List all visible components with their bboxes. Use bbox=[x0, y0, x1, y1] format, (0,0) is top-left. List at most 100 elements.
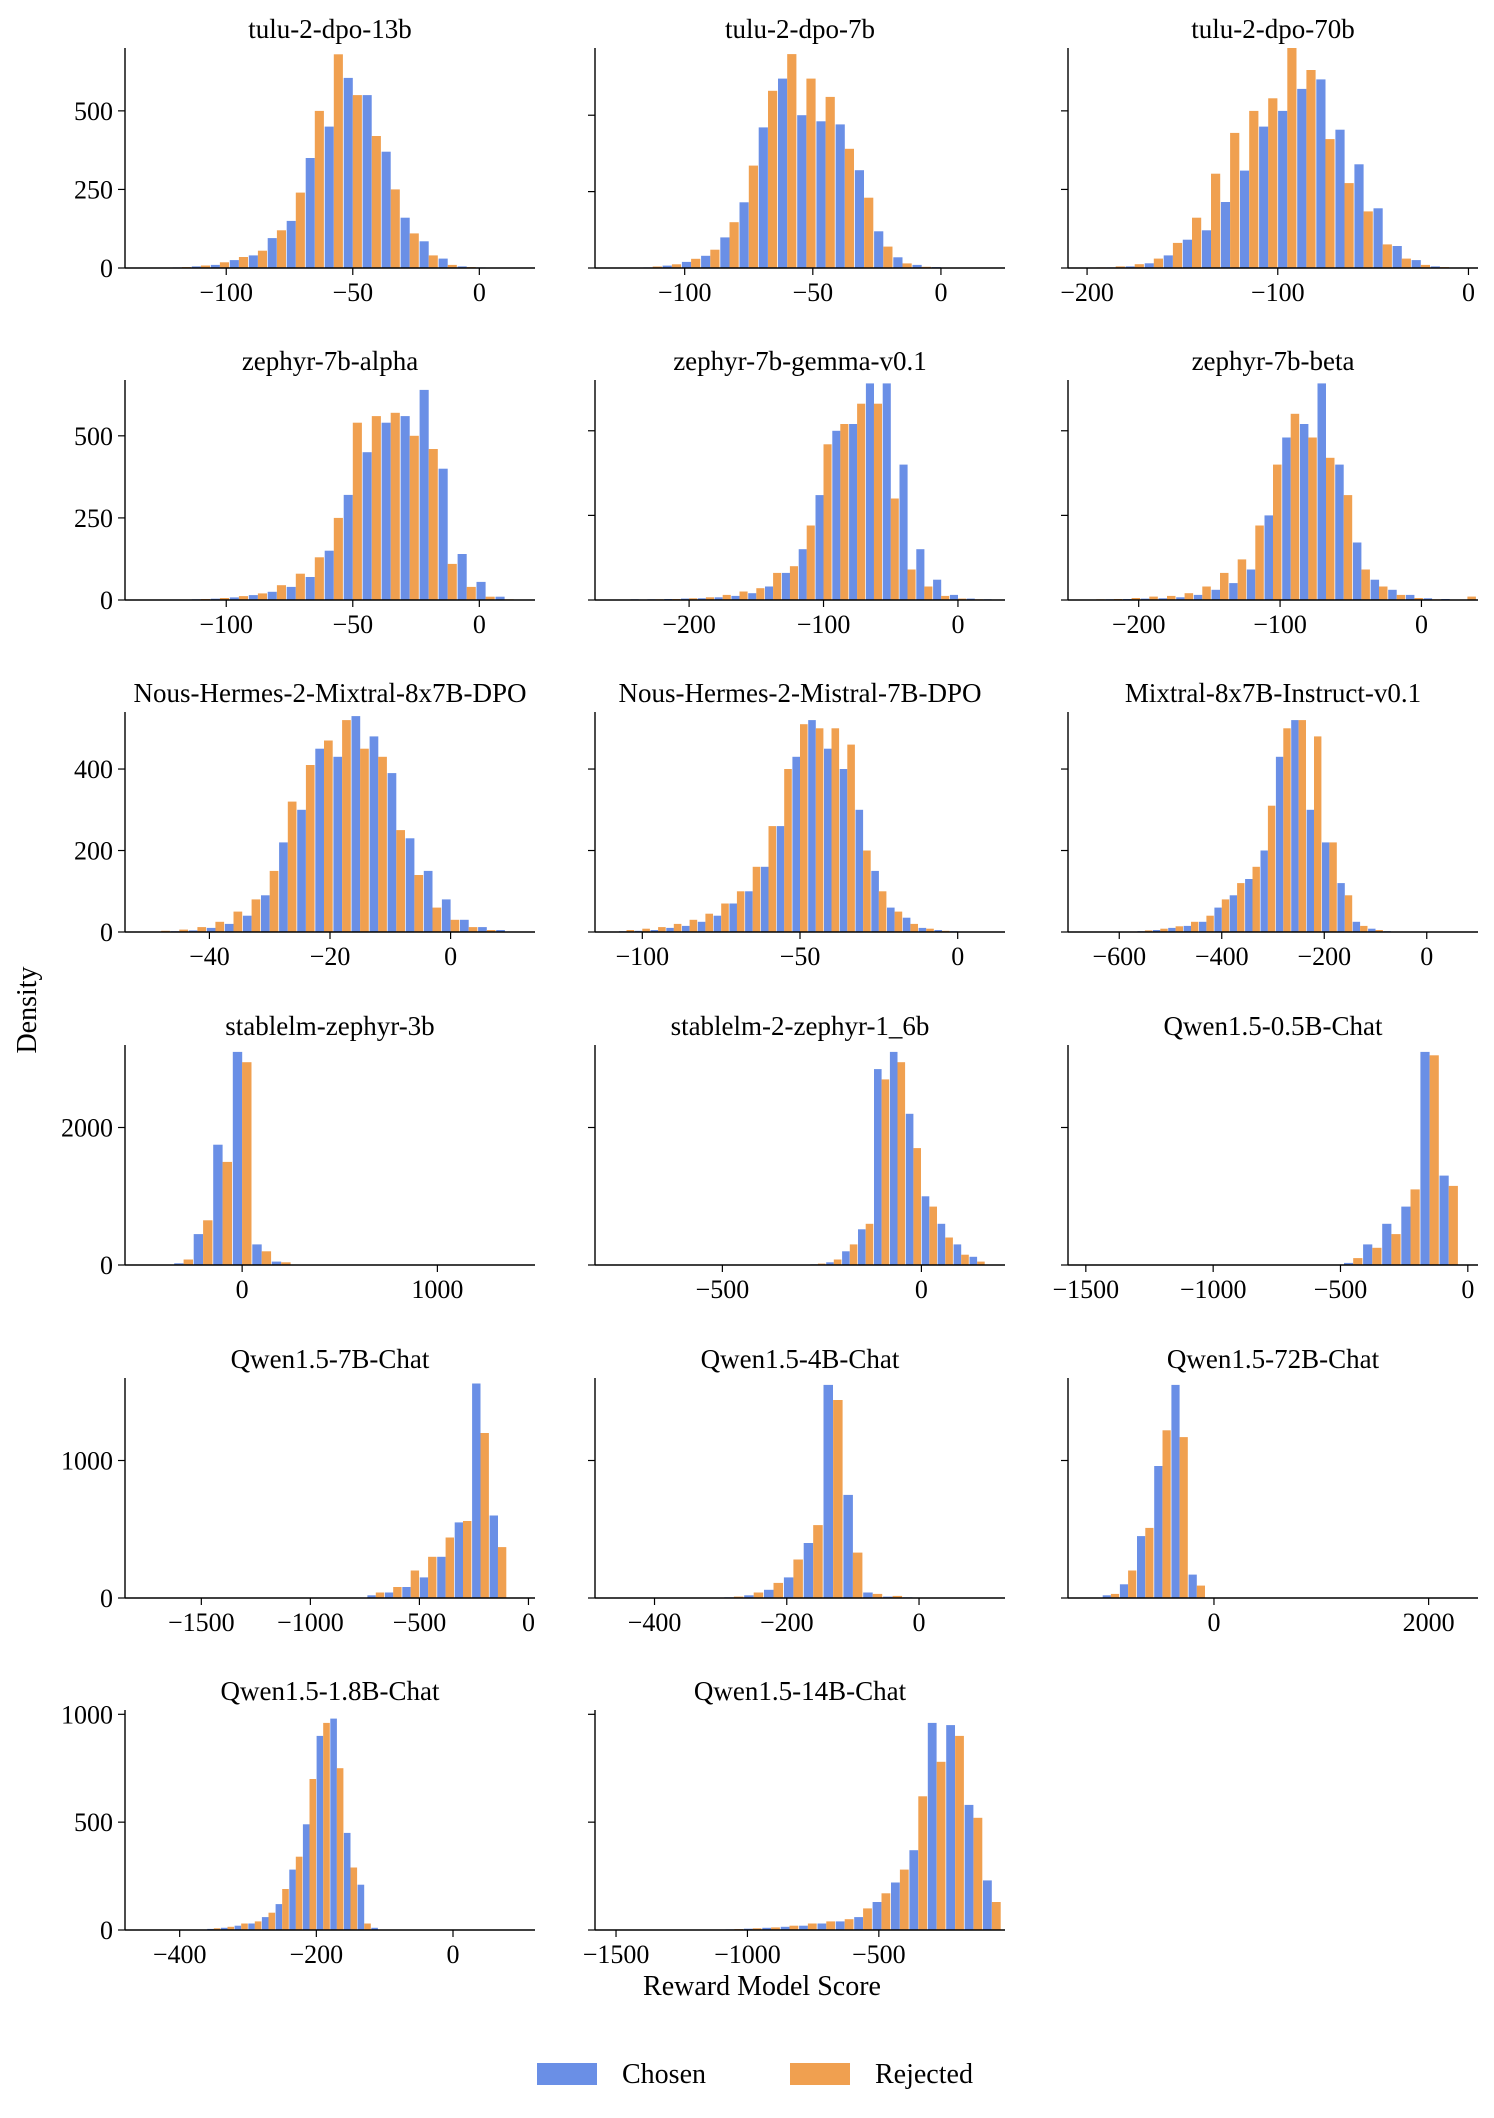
rejected-bar bbox=[447, 264, 457, 268]
rejected-bar bbox=[257, 593, 267, 600]
x-tick-label: −100 bbox=[797, 610, 851, 639]
rejected-bar bbox=[1196, 1585, 1205, 1598]
rejected-bar bbox=[729, 222, 739, 268]
chosen-bar bbox=[1154, 1466, 1163, 1598]
x-tick-label: 0 bbox=[1462, 278, 1475, 307]
y-tick-label: 0 bbox=[100, 586, 113, 615]
chosen-bar bbox=[1259, 126, 1269, 268]
chosen-bar bbox=[921, 1196, 930, 1266]
rejected-bar bbox=[673, 923, 682, 932]
chosen-bar bbox=[964, 1804, 974, 1930]
panel-2: −200 −100 0 tulu-2-dpo-70b bbox=[1060, 14, 1478, 307]
chosen-bar bbox=[781, 572, 790, 600]
chosen-bar bbox=[1317, 383, 1326, 600]
rejected-bar bbox=[691, 258, 701, 268]
y-tick-label: 500 bbox=[74, 1808, 113, 1837]
chosen-bar bbox=[229, 260, 239, 268]
rejected-bar bbox=[480, 1433, 489, 1598]
chosen-bar bbox=[1182, 239, 1192, 268]
rejected-bar bbox=[815, 728, 824, 932]
rejected-bar bbox=[333, 54, 343, 268]
chosen-bar bbox=[666, 927, 674, 932]
rejected-bar bbox=[1206, 915, 1214, 932]
chosen-bar bbox=[650, 930, 659, 932]
rejected-bar bbox=[1401, 258, 1411, 268]
chosen-bar bbox=[697, 921, 706, 932]
x-tick-label: −1000 bbox=[277, 1608, 344, 1637]
chosen-bar bbox=[454, 1522, 464, 1598]
rejected-bar bbox=[793, 1559, 803, 1598]
y-tick-label: 0 bbox=[100, 1916, 113, 1945]
chosen-bar bbox=[324, 126, 334, 268]
chosen-bar bbox=[343, 1832, 351, 1930]
rejected-bar bbox=[883, 246, 893, 268]
chosen-bar bbox=[193, 1234, 204, 1265]
chosen-bar bbox=[419, 389, 429, 600]
rejected-bar bbox=[955, 1735, 964, 1930]
rejected-bar bbox=[295, 192, 305, 268]
chosen-bar bbox=[1220, 202, 1231, 268]
rejected-bar bbox=[918, 1796, 928, 1930]
rejected-bar bbox=[844, 148, 854, 268]
rejected-bar bbox=[428, 1556, 437, 1599]
rejected-bar bbox=[1361, 569, 1370, 600]
rejected-bar bbox=[1179, 1437, 1188, 1598]
chosen-bar bbox=[267, 238, 277, 268]
chosen-bar bbox=[1240, 170, 1250, 268]
y-axis-label: Density bbox=[12, 966, 43, 1053]
chosen-bar bbox=[1306, 809, 1314, 932]
rejected-bar bbox=[1145, 1527, 1154, 1598]
rejected-bar bbox=[378, 756, 387, 932]
rejected-bar bbox=[1160, 928, 1168, 932]
chosen-bar bbox=[1405, 594, 1415, 600]
x-tick-label: −100 bbox=[1253, 610, 1307, 639]
x-tick-label: 0 bbox=[915, 1275, 928, 1304]
rejected-bar bbox=[789, 566, 798, 600]
chosen-bar bbox=[279, 842, 288, 932]
chosen-bar bbox=[362, 95, 372, 268]
rejected-bar bbox=[1184, 593, 1194, 600]
rejected-bar bbox=[823, 444, 832, 600]
chosen-bar bbox=[1168, 927, 1176, 932]
rejected-bar bbox=[360, 748, 369, 932]
chosen-bar bbox=[872, 1902, 882, 1930]
chosen-bar bbox=[882, 383, 891, 600]
rejected-bar bbox=[721, 903, 729, 932]
chosen-bar bbox=[799, 1925, 808, 1930]
rejected-bar bbox=[752, 1928, 762, 1930]
chosen-bar bbox=[476, 581, 486, 600]
panel-title: zephyr-7b-gemma-v0.1 bbox=[673, 346, 927, 376]
rejected-bar bbox=[1175, 926, 1183, 932]
rejected-bar bbox=[1237, 883, 1245, 932]
rejected-bar bbox=[314, 110, 324, 269]
rejected-bar bbox=[826, 1921, 836, 1930]
x-axis-label: Reward Model Score bbox=[643, 1971, 881, 2002]
chosen-bar bbox=[842, 1251, 850, 1266]
rejected-bar bbox=[219, 598, 229, 600]
rejected-bar bbox=[863, 1908, 872, 1930]
chosen-bar bbox=[909, 1850, 919, 1930]
x-tick-label: −50 bbox=[332, 278, 373, 307]
rejected-bar bbox=[1191, 921, 1199, 932]
chosen-bar bbox=[1411, 260, 1421, 268]
chosen-bar bbox=[1363, 1244, 1373, 1265]
chosen-bar bbox=[1214, 907, 1222, 932]
chosen-bar bbox=[1193, 594, 1203, 600]
x-tick-label: −40 bbox=[189, 942, 230, 971]
rejected-bar bbox=[1273, 464, 1282, 600]
chosen-bar bbox=[275, 1904, 283, 1930]
chosen-bar bbox=[1163, 255, 1173, 268]
chosen-bar bbox=[824, 748, 832, 932]
rejected-bar bbox=[336, 1768, 344, 1930]
chosen-bar bbox=[419, 241, 429, 268]
chosen-bar bbox=[1171, 1384, 1180, 1598]
chosen-bar bbox=[188, 930, 198, 932]
chosen-bar bbox=[305, 577, 315, 600]
panel-13: −400 −200 0 Qwen1.5-4B-Chat bbox=[588, 1344, 1005, 1637]
rejected-bar bbox=[752, 866, 761, 932]
chosen-bar bbox=[893, 257, 903, 268]
chosen-bar bbox=[1183, 925, 1191, 932]
rejected-bar bbox=[1308, 437, 1317, 600]
x-tick-label: −100 bbox=[1251, 278, 1305, 307]
x-tick-label: 0 bbox=[951, 942, 964, 971]
